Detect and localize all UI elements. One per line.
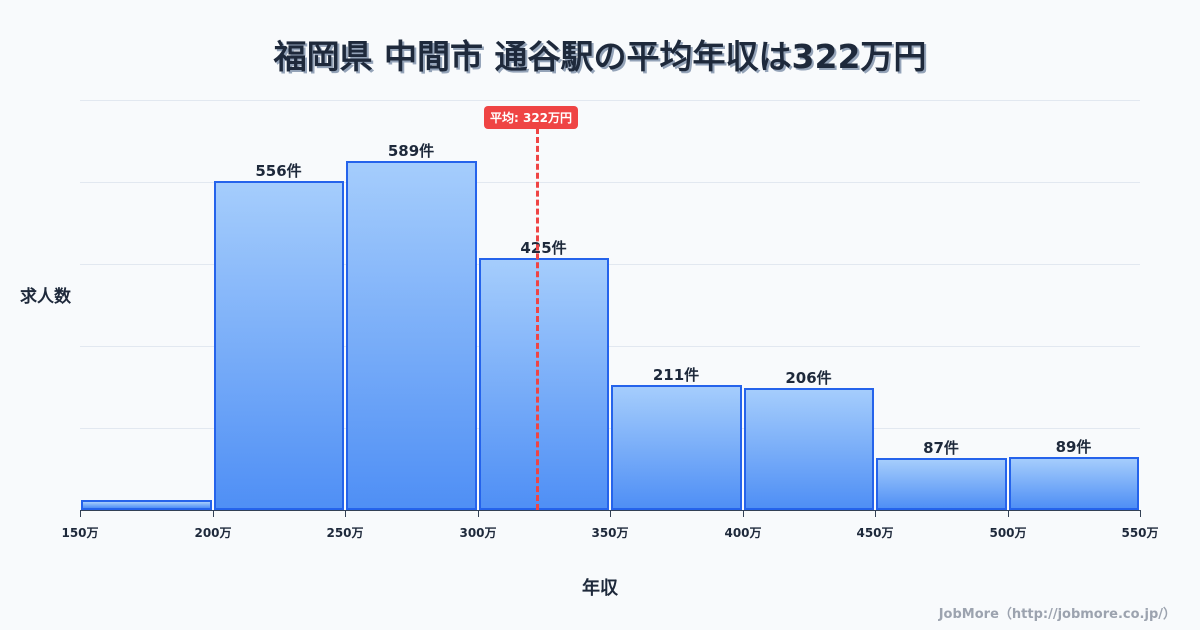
x-axis-label: 年収: [582, 578, 618, 599]
x-tick-mark: [743, 510, 744, 517]
x-tick-mark: [1140, 510, 1141, 517]
histogram-bar: [876, 458, 1007, 510]
gridline: [80, 182, 1140, 183]
x-tick-mark: [80, 510, 81, 517]
histogram-bar: [81, 500, 212, 510]
x-tick-label: 450万: [856, 526, 894, 540]
x-tick-mark: [345, 510, 346, 517]
histogram-bar: [213, 181, 344, 510]
x-tick-mark: [478, 510, 479, 517]
x-tick-label: 250万: [326, 526, 364, 540]
x-tick-label: 550万: [1121, 526, 1159, 540]
gridline: [80, 264, 1140, 265]
x-tick-mark: [213, 510, 214, 517]
x-tick-label: 500万: [989, 526, 1027, 540]
bar-value-label: 589件: [387, 142, 435, 160]
credit-text: JobMore（http://jobmore.co.jp/）: [938, 607, 1176, 622]
histogram-bar: [346, 161, 477, 510]
bar-value-label: 211件: [652, 366, 700, 384]
bar-value-label: 87件: [923, 439, 959, 457]
bar-value-label: 206件: [785, 369, 832, 387]
y-axis-label: 求人数: [20, 287, 71, 307]
x-tick-mark: [875, 510, 876, 517]
x-tick-label: 150万: [61, 526, 99, 540]
gridline: [80, 346, 1140, 347]
gridline: [80, 100, 1140, 101]
bar-value-label: 556件: [255, 162, 302, 180]
histogram-bar: [1008, 457, 1139, 510]
histogram-bar: [611, 385, 742, 510]
x-tick-mark: [610, 510, 611, 517]
gridline: [80, 428, 1140, 429]
x-tick-label: 400万: [724, 526, 762, 540]
x-tick-label: 350万: [591, 526, 629, 540]
x-tick-mark: [1008, 510, 1009, 517]
bar-value-label: 425件: [520, 239, 567, 257]
x-tick-label: 300万: [459, 526, 497, 540]
bar-value-label: 89件: [1055, 438, 1092, 456]
average-line: [536, 128, 539, 510]
x-tick-label: 200万: [194, 526, 232, 540]
histogram-bar: [743, 388, 874, 510]
histogram-bar: [478, 258, 609, 510]
chart-title: 福岡県 中間市 通谷駅の平均年収は322万円: [273, 37, 927, 76]
average-badge: 平均: 322万円: [484, 106, 579, 129]
